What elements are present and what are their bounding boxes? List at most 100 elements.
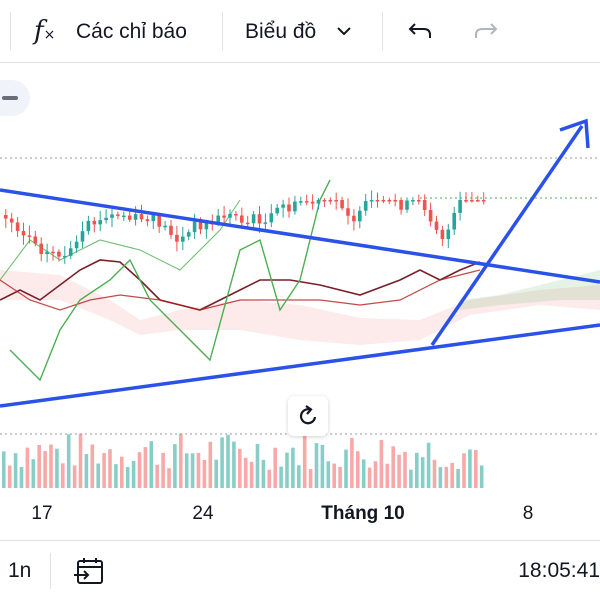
volume-bar (7, 465, 12, 488)
candle-body (369, 200, 374, 202)
candle-body (157, 214, 161, 227)
undo-icon[interactable] (406, 16, 436, 46)
volume-bar (326, 461, 331, 488)
volume-bar (474, 449, 478, 488)
candle-body (464, 200, 468, 202)
candle-body (92, 220, 97, 225)
volume-bar (49, 444, 53, 488)
volume-bar (202, 459, 207, 488)
upper-trendline (0, 188, 600, 284)
volume-bar (196, 452, 201, 488)
redo-icon[interactable] (470, 16, 500, 46)
volume-bar (31, 459, 36, 488)
volume-bar (214, 459, 218, 488)
x-axis-label: 17 (31, 503, 53, 524)
volume-bar (420, 457, 425, 488)
volume-bar (255, 443, 260, 488)
toolbar-divider (222, 12, 223, 50)
volume-bar (279, 466, 283, 488)
volume-bar (426, 442, 431, 488)
candle-body (198, 221, 203, 230)
volume-bar (155, 464, 159, 488)
reset-rotate-icon (299, 405, 317, 425)
candle-body (458, 200, 462, 213)
trendline-drawings[interactable] (0, 118, 600, 408)
volume-bar (285, 452, 289, 488)
candle-body (310, 201, 315, 204)
candle-body (186, 232, 191, 237)
volume-bar (220, 437, 224, 488)
volume-bar (167, 468, 171, 488)
candle-body (122, 215, 126, 218)
volume-bar (13, 453, 18, 488)
interval-button[interactable]: 1n (8, 559, 32, 582)
candle-body (192, 221, 197, 233)
candle-body (440, 229, 445, 240)
volume-bar (61, 463, 65, 488)
candle-body (104, 217, 108, 221)
chart-type-menu[interactable]: Biểu đồ (236, 8, 366, 54)
volume-bar (314, 443, 319, 488)
volume-bar (302, 435, 307, 488)
candle-body (39, 243, 43, 255)
candle-body (322, 200, 327, 202)
volume-bar (403, 451, 407, 488)
volume-bar (308, 469, 313, 488)
volume-bar (2, 451, 6, 488)
volume-bar (297, 465, 301, 488)
volume-bar (226, 434, 230, 488)
volume-bar (190, 453, 195, 488)
candle-body (470, 200, 474, 202)
candle-body (9, 218, 14, 223)
toolbar-divider (382, 12, 383, 50)
price-chart[interactable] (0, 62, 600, 532)
volume-bar (238, 448, 242, 488)
candle-body (163, 225, 167, 228)
breakout-arrow-head (559, 118, 590, 149)
chart-canvas[interactable] (0, 62, 600, 532)
volume-bar (72, 465, 77, 488)
candle-body (387, 200, 392, 202)
volume-bar (37, 445, 41, 488)
bottom-divider (50, 553, 51, 589)
volume-bar (379, 439, 384, 488)
volume-bar (55, 448, 59, 488)
clock: 18:05:41 (518, 559, 600, 582)
candle-body (228, 214, 232, 218)
x-axis-label: Tháng 10 (321, 503, 405, 524)
volume-bar (208, 441, 213, 488)
candle-body (133, 214, 138, 220)
breakout-arrow-line (430, 125, 584, 346)
chevron-down-icon (337, 27, 351, 36)
minus-icon (2, 96, 18, 100)
volume-bar (161, 452, 165, 488)
reset-chart-button[interactable] (288, 396, 328, 436)
candle-body (86, 220, 91, 232)
candle-body (234, 214, 238, 216)
calendar-range-icon[interactable] (72, 555, 106, 589)
candle-body (358, 210, 362, 222)
cloud-area (0, 270, 600, 345)
volume-bar (131, 460, 136, 488)
volume-bar (320, 444, 325, 488)
volume-bar (409, 469, 413, 488)
volume-bar (356, 451, 360, 488)
candle-body (434, 221, 439, 230)
candle-body (98, 220, 102, 225)
candle-body (263, 222, 268, 224)
toolbar-divider (10, 12, 11, 50)
collapse-panel-button[interactable] (0, 80, 30, 116)
volume-bar (249, 461, 254, 488)
candle-body (116, 214, 120, 216)
volume-bar (96, 463, 100, 488)
volume-bar (444, 466, 449, 488)
volume-bar (125, 466, 130, 488)
indicators-button[interactable]: f× Các chỉ báo (28, 8, 208, 54)
candle-body (169, 225, 173, 235)
volume-bar (232, 441, 236, 488)
candle-body (27, 235, 32, 237)
bottom-bar: 1n 18:05:41 (0, 540, 600, 601)
volume-bar (267, 469, 272, 488)
candle-body (216, 215, 220, 224)
volume-bar (338, 466, 342, 488)
